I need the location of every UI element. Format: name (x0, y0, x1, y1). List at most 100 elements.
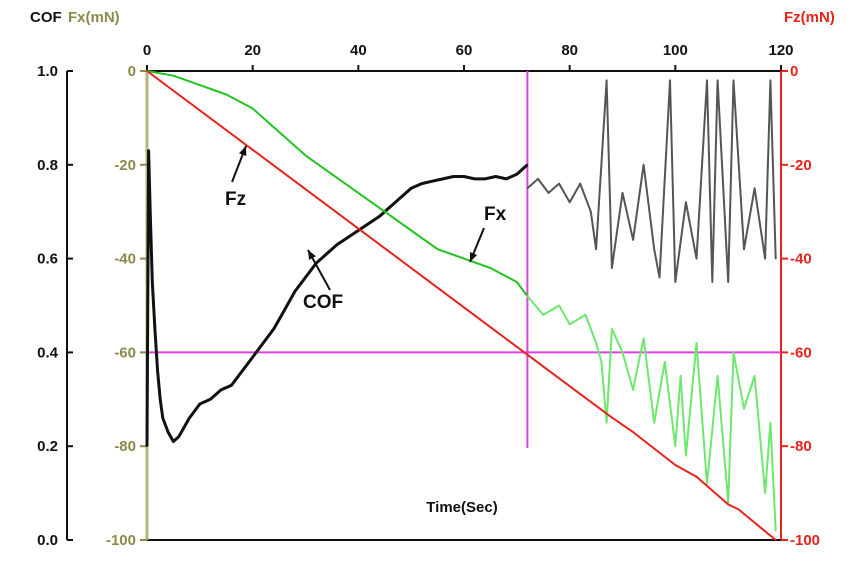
data-point (584, 314, 587, 316)
data-point (642, 164, 645, 166)
data-point (149, 210, 151, 213)
data-point (632, 431, 634, 433)
data-point (442, 178, 444, 180)
x-tick-label: 80 (561, 42, 578, 59)
fx-tick-label: -60 (114, 344, 136, 361)
data-point (769, 422, 772, 424)
data-point (632, 239, 634, 241)
fz-tick-label: -40 (790, 251, 812, 268)
x-tick-label: 120 (768, 42, 793, 59)
data-point (605, 422, 608, 424)
data-point (526, 164, 529, 166)
data-point (611, 328, 613, 330)
data-point (542, 314, 545, 316)
x-tick-label: 60 (456, 42, 473, 59)
data-point (494, 175, 497, 178)
data-point (199, 84, 201, 86)
data-point (716, 375, 719, 377)
fx-tick-label: 0 (128, 63, 136, 80)
data-point (695, 257, 698, 260)
data-point (304, 154, 307, 157)
data-point (230, 384, 233, 387)
series-line-fx-stick-slip (526, 295, 777, 531)
annotation-arrowhead (469, 252, 478, 262)
data-point (325, 253, 328, 255)
data-point (679, 375, 682, 377)
data-point (769, 79, 772, 82)
data-point (452, 175, 455, 178)
data-point (658, 276, 661, 279)
fz-axis-title: Fz(mN) (784, 9, 835, 26)
data-point (304, 276, 307, 279)
data-point (436, 248, 439, 250)
series-line-fz (146, 70, 777, 541)
annotation-arrowhead (239, 146, 247, 156)
data-point (489, 267, 492, 269)
annotation-arrowhead (308, 250, 316, 260)
data-point (347, 236, 349, 239)
data-point (156, 370, 159, 373)
data-point (357, 227, 360, 230)
data-point (727, 281, 729, 283)
data-point (431, 180, 434, 182)
data-point (241, 370, 243, 373)
data-point (653, 248, 655, 250)
data-point (188, 417, 191, 419)
fx-tick-label: -100 (106, 532, 136, 549)
cof-tick-label: 1.0 (37, 63, 58, 80)
data-point (420, 182, 423, 185)
data-point (605, 79, 608, 82)
cof-tick-label: 0.0 (37, 532, 58, 549)
cof-tick-label: 0.2 (37, 438, 58, 455)
data-point (737, 508, 740, 511)
data-point (537, 178, 539, 180)
data-point (225, 93, 228, 96)
annotation-fx: Fx (484, 204, 507, 225)
data-point (727, 503, 729, 506)
data-point (331, 173, 333, 175)
data-point (463, 257, 465, 260)
data-point (669, 79, 671, 82)
data-point (251, 149, 254, 151)
data-point (611, 416, 613, 419)
data-point (378, 215, 381, 218)
data-point (526, 295, 529, 297)
series-line-cof (145, 149, 529, 447)
data-point (167, 431, 169, 433)
fx-axis-title: Fx(mN) (68, 9, 120, 26)
data-point (220, 389, 222, 391)
data-point (336, 243, 339, 246)
data-point (410, 187, 413, 190)
fz-tick-label: -80 (790, 438, 812, 455)
data-point (547, 192, 550, 194)
data-point (399, 196, 402, 199)
data-point (743, 248, 745, 250)
data-point (273, 328, 275, 330)
data-point (611, 267, 613, 269)
data-point (685, 454, 687, 457)
data-point (621, 351, 624, 354)
data-point (146, 70, 148, 72)
fx-tick-label: -80 (114, 438, 136, 455)
data-point (568, 201, 571, 204)
data-point (251, 356, 254, 358)
data-point (711, 281, 714, 283)
data-point (151, 281, 154, 283)
data-point (154, 328, 156, 330)
data-point (685, 201, 687, 204)
data-point (590, 210, 592, 213)
data-point (526, 353, 529, 356)
data-point (357, 192, 360, 194)
data-point (664, 361, 666, 363)
data-point (463, 306, 465, 309)
data-point (146, 445, 148, 448)
data-point (558, 304, 560, 307)
data-point (595, 248, 597, 250)
data-point (764, 257, 766, 260)
fz-tick-label: -100 (790, 532, 820, 549)
data-point (209, 398, 212, 401)
data-point (774, 257, 777, 260)
cof-tick-label: 0.8 (37, 157, 58, 174)
